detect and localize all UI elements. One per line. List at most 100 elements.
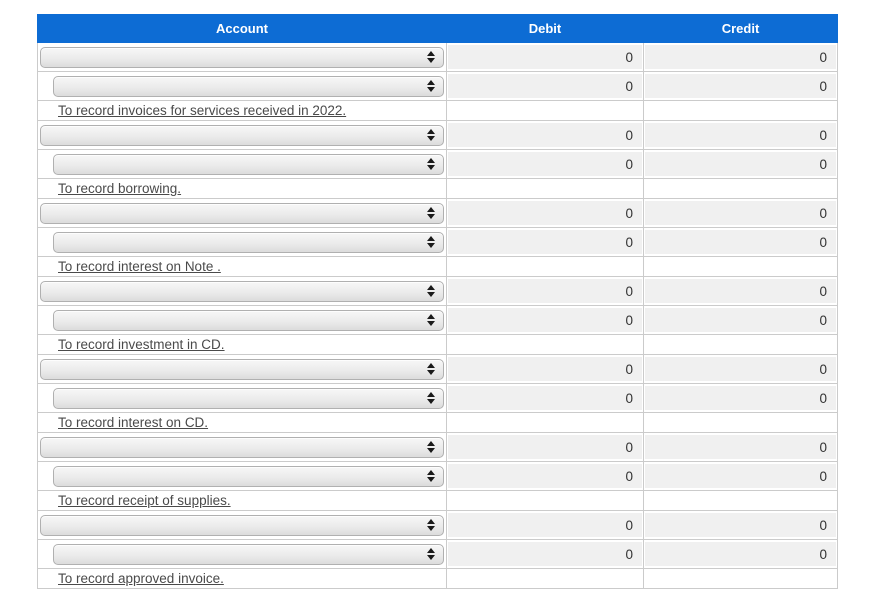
select-spinner-icon (427, 314, 435, 326)
journal-credit-row (37, 305, 838, 335)
select-spinner-icon (427, 519, 435, 531)
debit-input[interactable] (448, 308, 642, 332)
journal-description-row: To record receipt of supplies. (37, 490, 838, 511)
empty-debit-cell (446, 334, 644, 355)
account-select[interactable] (53, 75, 444, 97)
account-select[interactable] (53, 387, 444, 409)
credit-input[interactable] (645, 279, 836, 303)
journal-entry-table: Account Debit Credit (37, 14, 838, 589)
debit-input[interactable] (448, 45, 642, 69)
credit-input[interactable] (645, 542, 836, 566)
account-select[interactable] (53, 309, 444, 331)
credit-input[interactable] (645, 464, 836, 488)
account-select[interactable] (40, 124, 444, 146)
account-select[interactable] (53, 543, 444, 565)
journal-credit-row (37, 539, 838, 569)
journal-debit-row (37, 510, 838, 540)
select-spinner-icon (427, 285, 435, 297)
empty-credit-cell (643, 334, 838, 355)
journal-credit-row (37, 71, 838, 101)
account-select[interactable] (40, 358, 444, 380)
empty-credit-cell (643, 412, 838, 433)
journal-description-row: To record investment in CD. (37, 334, 838, 355)
debit-input[interactable] (448, 513, 642, 537)
debit-input[interactable] (448, 74, 642, 98)
empty-debit-cell (446, 100, 644, 121)
empty-debit-cell (446, 568, 644, 589)
debit-input[interactable] (448, 201, 642, 225)
empty-debit-cell (446, 490, 644, 511)
credit-input[interactable] (645, 74, 836, 98)
account-select[interactable] (53, 153, 444, 175)
journal-debit-row (37, 198, 838, 228)
debit-input[interactable] (448, 435, 642, 459)
journal-debit-row (37, 42, 838, 72)
account-select[interactable] (53, 231, 444, 253)
journal-description-row: To record invoices for services received… (37, 100, 838, 121)
entry-description: To record investment in CD. (58, 336, 225, 352)
journal-debit-row (37, 120, 838, 150)
select-spinner-icon (427, 363, 435, 375)
journal-debit-row (37, 354, 838, 384)
journal-credit-row (37, 149, 838, 179)
empty-debit-cell (446, 256, 644, 277)
credit-input[interactable] (645, 152, 836, 176)
journal-credit-row (37, 461, 838, 491)
journal-credit-row (37, 383, 838, 413)
account-select[interactable] (40, 436, 444, 458)
debit-input[interactable] (448, 464, 642, 488)
debit-input[interactable] (448, 123, 642, 147)
select-spinner-icon (427, 80, 435, 92)
select-spinner-icon (427, 441, 435, 453)
select-spinner-icon (427, 51, 435, 63)
entry-description: To record approved invoice. (58, 570, 224, 586)
credit-input[interactable] (645, 45, 836, 69)
debit-input[interactable] (448, 386, 642, 410)
credit-input[interactable] (645, 308, 836, 332)
account-select[interactable] (40, 280, 444, 302)
journal-credit-row (37, 227, 838, 257)
journal-debit-row (37, 276, 838, 306)
entry-description: To record invoices for services received… (58, 102, 347, 118)
journal-description-row: To record borrowing. (37, 178, 838, 199)
entry-description: To record interest on Note . (58, 258, 221, 274)
debit-input[interactable] (448, 357, 642, 381)
debit-input[interactable] (448, 230, 642, 254)
account-select[interactable] (40, 514, 444, 536)
credit-input[interactable] (645, 230, 836, 254)
account-select[interactable] (40, 46, 444, 68)
debit-input[interactable] (448, 279, 642, 303)
select-spinner-icon (427, 129, 435, 141)
entry-description: To record receipt of supplies. (58, 492, 231, 508)
column-header-account: Account (37, 14, 447, 43)
select-spinner-icon (427, 548, 435, 560)
column-header-credit: Credit (643, 14, 838, 43)
empty-debit-cell (446, 178, 644, 199)
empty-credit-cell (643, 178, 838, 199)
credit-input[interactable] (645, 357, 836, 381)
journal-description-row: To record interest on Note . (37, 256, 838, 277)
credit-input[interactable] (645, 123, 836, 147)
select-spinner-icon (427, 158, 435, 170)
empty-credit-cell (643, 490, 838, 511)
empty-debit-cell (446, 412, 644, 433)
select-spinner-icon (427, 392, 435, 404)
debit-input[interactable] (448, 542, 642, 566)
select-spinner-icon (427, 207, 435, 219)
debit-input[interactable] (448, 152, 642, 176)
credit-input[interactable] (645, 435, 836, 459)
empty-credit-cell (643, 256, 838, 277)
empty-credit-cell (643, 568, 838, 589)
select-spinner-icon (427, 236, 435, 248)
credit-input[interactable] (645, 513, 836, 537)
journal-description-row: To record interest on CD. (37, 412, 838, 433)
journal-debit-row (37, 432, 838, 462)
entry-description: To record interest on CD. (58, 414, 209, 430)
account-select[interactable] (53, 465, 444, 487)
empty-credit-cell (643, 100, 838, 121)
journal-description-row: To record approved invoice. (37, 568, 838, 589)
credit-input[interactable] (645, 386, 836, 410)
credit-input[interactable] (645, 201, 836, 225)
account-select[interactable] (40, 202, 444, 224)
select-spinner-icon (427, 470, 435, 482)
